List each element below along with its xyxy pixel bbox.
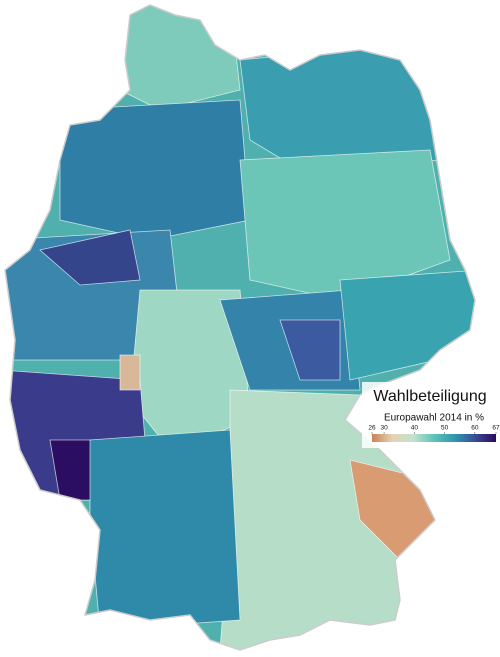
tick-label: 30 xyxy=(380,425,388,432)
legend-ticks: 26 30 40 50 60 67 xyxy=(368,425,500,434)
tick-label: 67 xyxy=(492,425,500,432)
border xyxy=(4,4,476,651)
region xyxy=(279,319,341,381)
region xyxy=(119,354,141,391)
region xyxy=(59,99,251,241)
region xyxy=(239,39,441,171)
color-bar xyxy=(372,434,496,442)
tick-label: 40 xyxy=(411,425,419,432)
region xyxy=(339,269,475,381)
tick-label: 60 xyxy=(471,425,479,432)
tick-label: 50 xyxy=(441,425,449,432)
legend-subtitle: Europawahl 2014 in % xyxy=(384,413,484,424)
tick-label: 26 xyxy=(368,425,376,432)
region xyxy=(39,229,141,286)
region xyxy=(89,429,241,631)
legend-title: Wahlbeteiligung xyxy=(373,388,486,405)
